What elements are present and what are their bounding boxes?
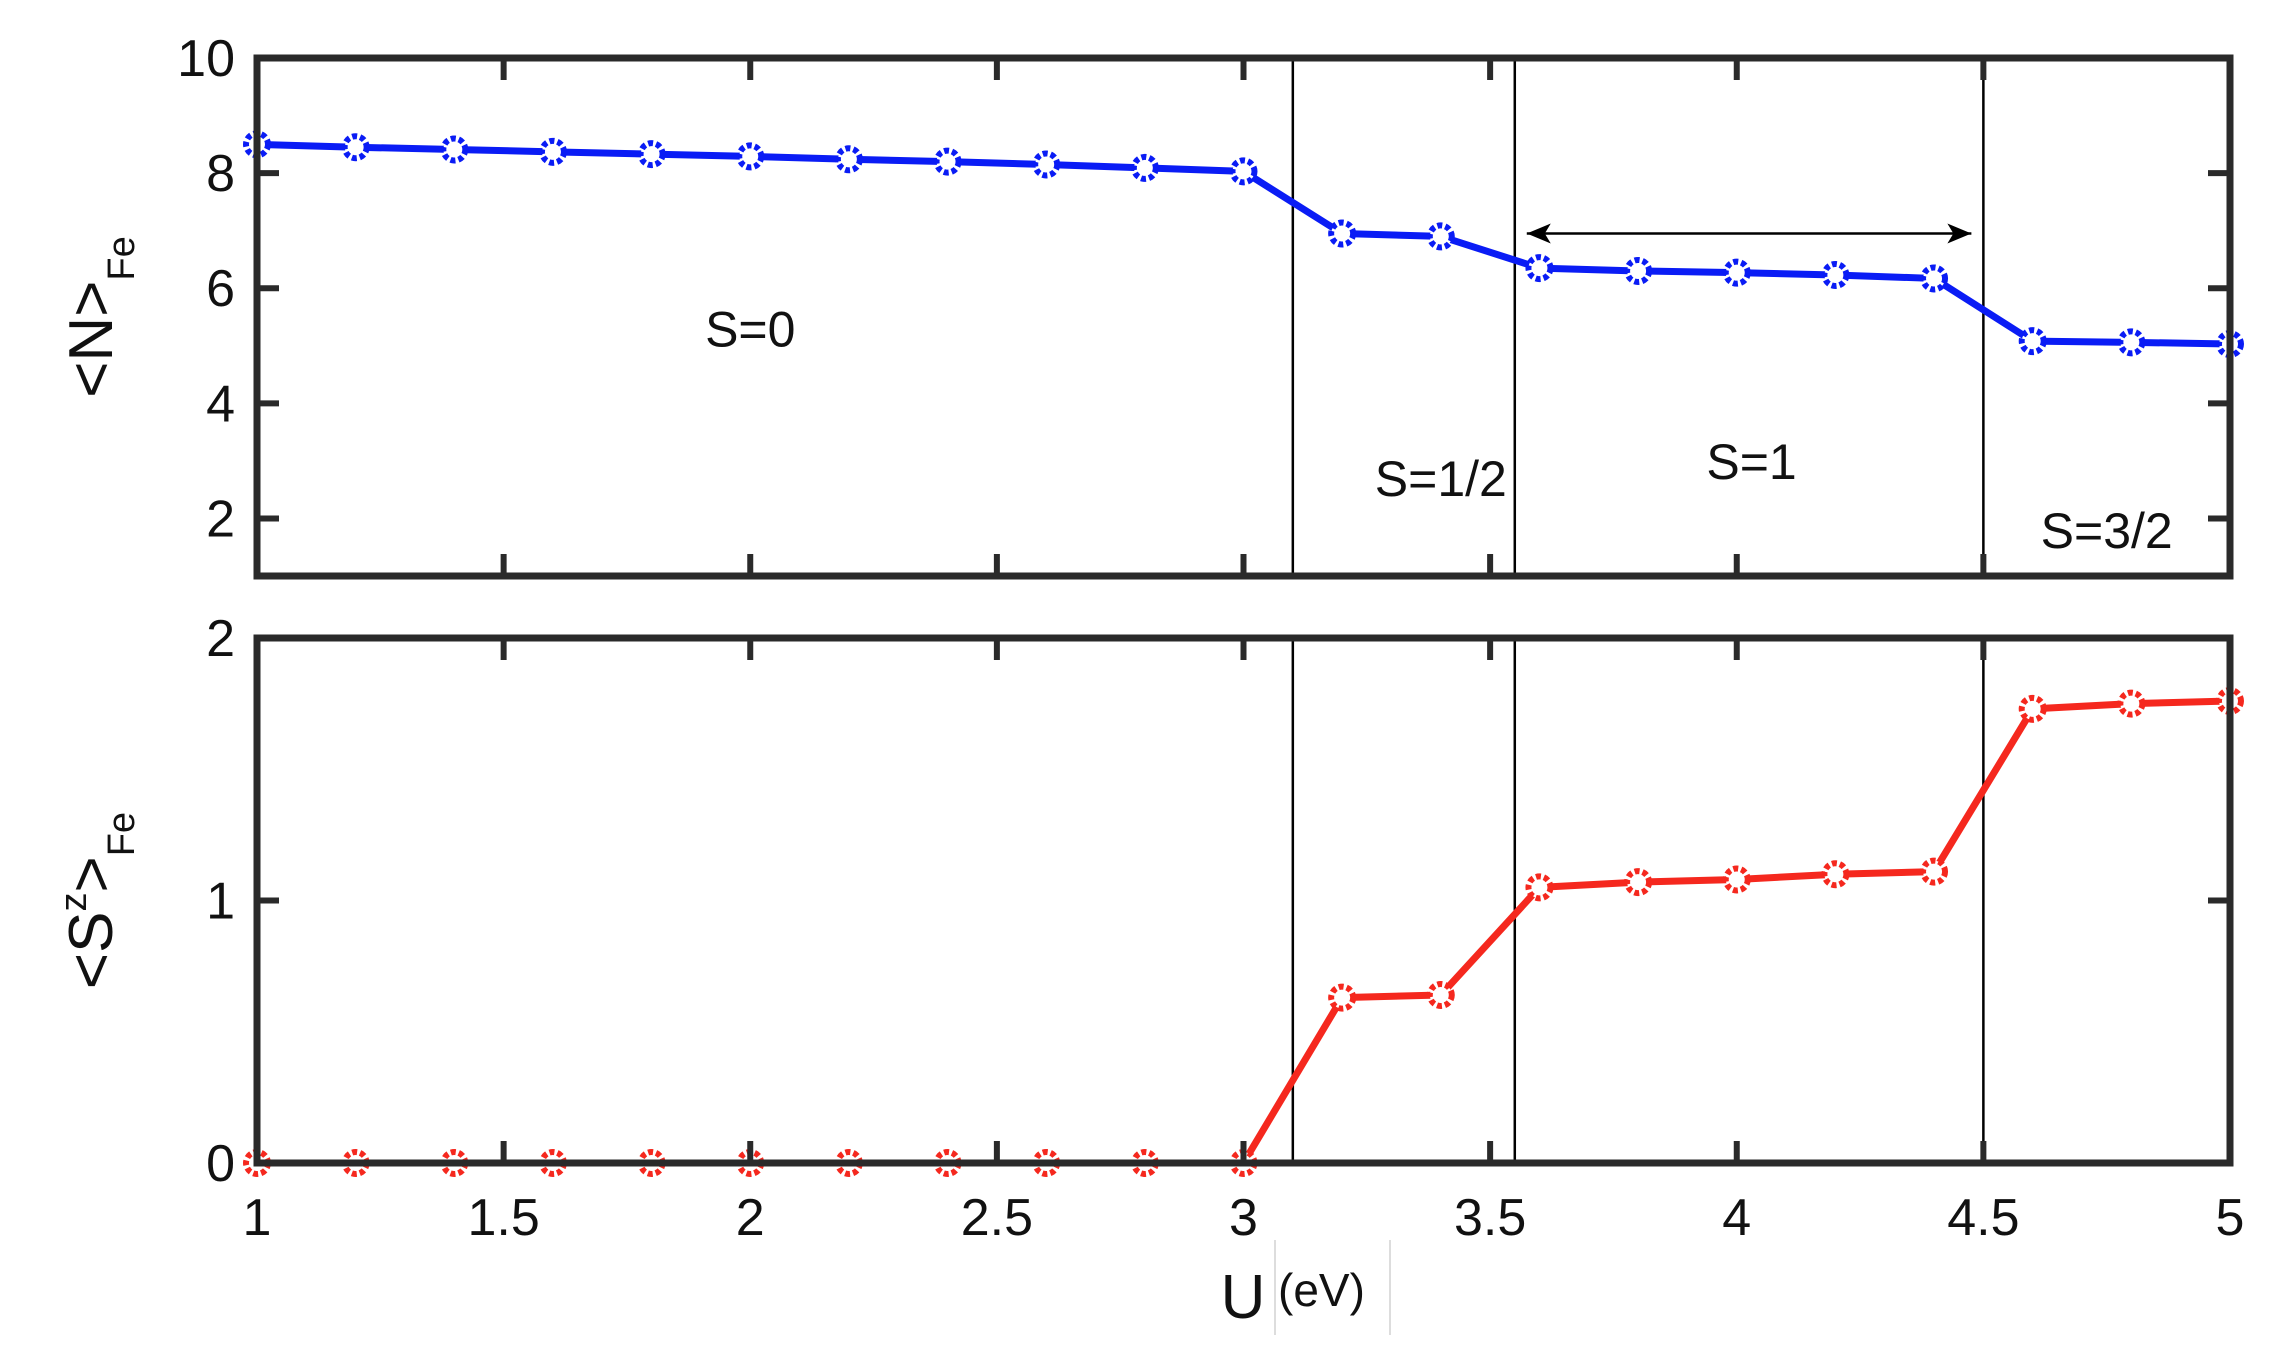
x-tick-label: 4 (1722, 1189, 1751, 1247)
data-point (2117, 689, 2146, 718)
data-point (1130, 153, 1159, 182)
x-tick-label: 1 (243, 1189, 272, 1247)
data-point (2018, 327, 2047, 356)
y-axis-label-main: <N> (57, 281, 126, 398)
x-tick-label: 2 (736, 1189, 765, 1247)
region-label: S=1/2 (1375, 451, 1507, 507)
data-point (637, 140, 666, 169)
y-axis-label-sub: Fe (101, 236, 143, 280)
region-label: S=1 (1706, 434, 1796, 490)
data-point (2117, 328, 2146, 357)
data-point (933, 147, 962, 176)
data-point (538, 137, 567, 166)
x-tick-label: 4.5 (1947, 1189, 2019, 1247)
data-point (1426, 222, 1455, 251)
y-tick-label: 6 (206, 260, 235, 318)
data-point (1821, 260, 1850, 289)
series-line (257, 697, 2231, 1167)
arrow-head-left (1526, 223, 1551, 244)
data-point (1525, 254, 1554, 283)
data-point (1229, 157, 1258, 186)
top-panel: 2 4 6 8 10 <N>Fe S=0 S=1/2 S=1 S=3/2 (57, 30, 2244, 580)
data-point (1722, 258, 1751, 287)
data-point (1426, 981, 1455, 1009)
x-axis-unit: (eV) (1278, 1264, 1365, 1316)
data-point (1328, 983, 1357, 1012)
axes-frame (253, 634, 2234, 1167)
x-tick-label: 1.5 (467, 1189, 539, 1247)
y-axis-label-close: > (57, 856, 126, 892)
y-axis-label: <Sz>Fe (53, 812, 143, 989)
data-point (1624, 256, 1653, 285)
x-tick-label: 2.5 (961, 1189, 1033, 1247)
data-point (1722, 865, 1751, 894)
x-tick-label: 5 (2216, 1189, 2245, 1247)
data-point (440, 135, 469, 164)
data-point (1821, 860, 1850, 889)
data-point (1920, 857, 1949, 886)
y-tick-label: 2 (206, 610, 235, 668)
y-tick-label: 2 (206, 490, 235, 548)
y-tick-label: 8 (206, 145, 235, 203)
axes-frame (253, 54, 2234, 580)
arrow-head-right (1947, 223, 1972, 244)
data-point (1624, 868, 1653, 897)
data-point (736, 142, 765, 171)
data-point (1032, 150, 1061, 179)
x-axis-label: U (1221, 1263, 1266, 1332)
data-point (341, 133, 370, 162)
x-tick-label: 3 (1229, 1189, 1258, 1247)
data-point (1920, 264, 1949, 293)
bottom-panel: 012<Sz>Fe1 1.5 2 2.5 3 3.5 4 4.5 5U (eV) (53, 610, 2244, 1335)
data-point (834, 145, 863, 174)
y-tick-label: 10 (177, 30, 235, 88)
region-label: S=0 (705, 302, 795, 358)
data-point (2018, 694, 2047, 723)
y-axis-label-sub: Fe (101, 812, 143, 856)
y-axis-label-main: <S (57, 912, 126, 990)
y-tick-label: 0 (206, 1135, 235, 1193)
y-tick-label: 1 (206, 873, 235, 931)
data-point (1525, 873, 1554, 902)
y-axis-label: <N>Fe (57, 236, 143, 398)
region-label: S=3/2 (2041, 503, 2173, 559)
x-tick-label: 3.5 (1454, 1189, 1526, 1247)
y-axis-label-sup: z (53, 893, 95, 912)
y-tick-label: 4 (206, 375, 235, 433)
data-point (1328, 219, 1357, 248)
